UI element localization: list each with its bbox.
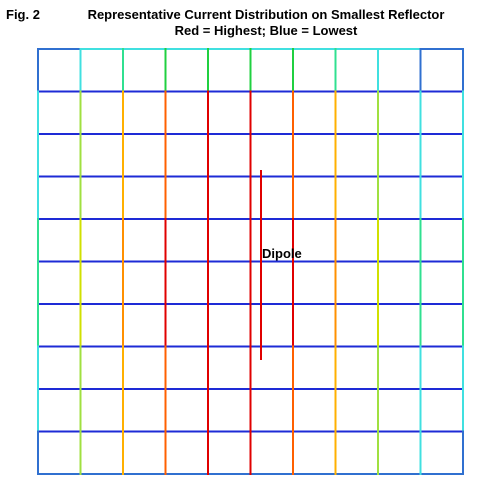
dipole-label: Dipole [262, 246, 302, 261]
dipole-element: Dipole [260, 170, 302, 360]
figure-subtitle: Red = Highest; Blue = Lowest [174, 23, 358, 38]
figure-title: Representative Current Distribution on S… [87, 7, 445, 22]
reflector-grid [37, 48, 464, 475]
figure-label: Fig. 2 [6, 7, 40, 22]
